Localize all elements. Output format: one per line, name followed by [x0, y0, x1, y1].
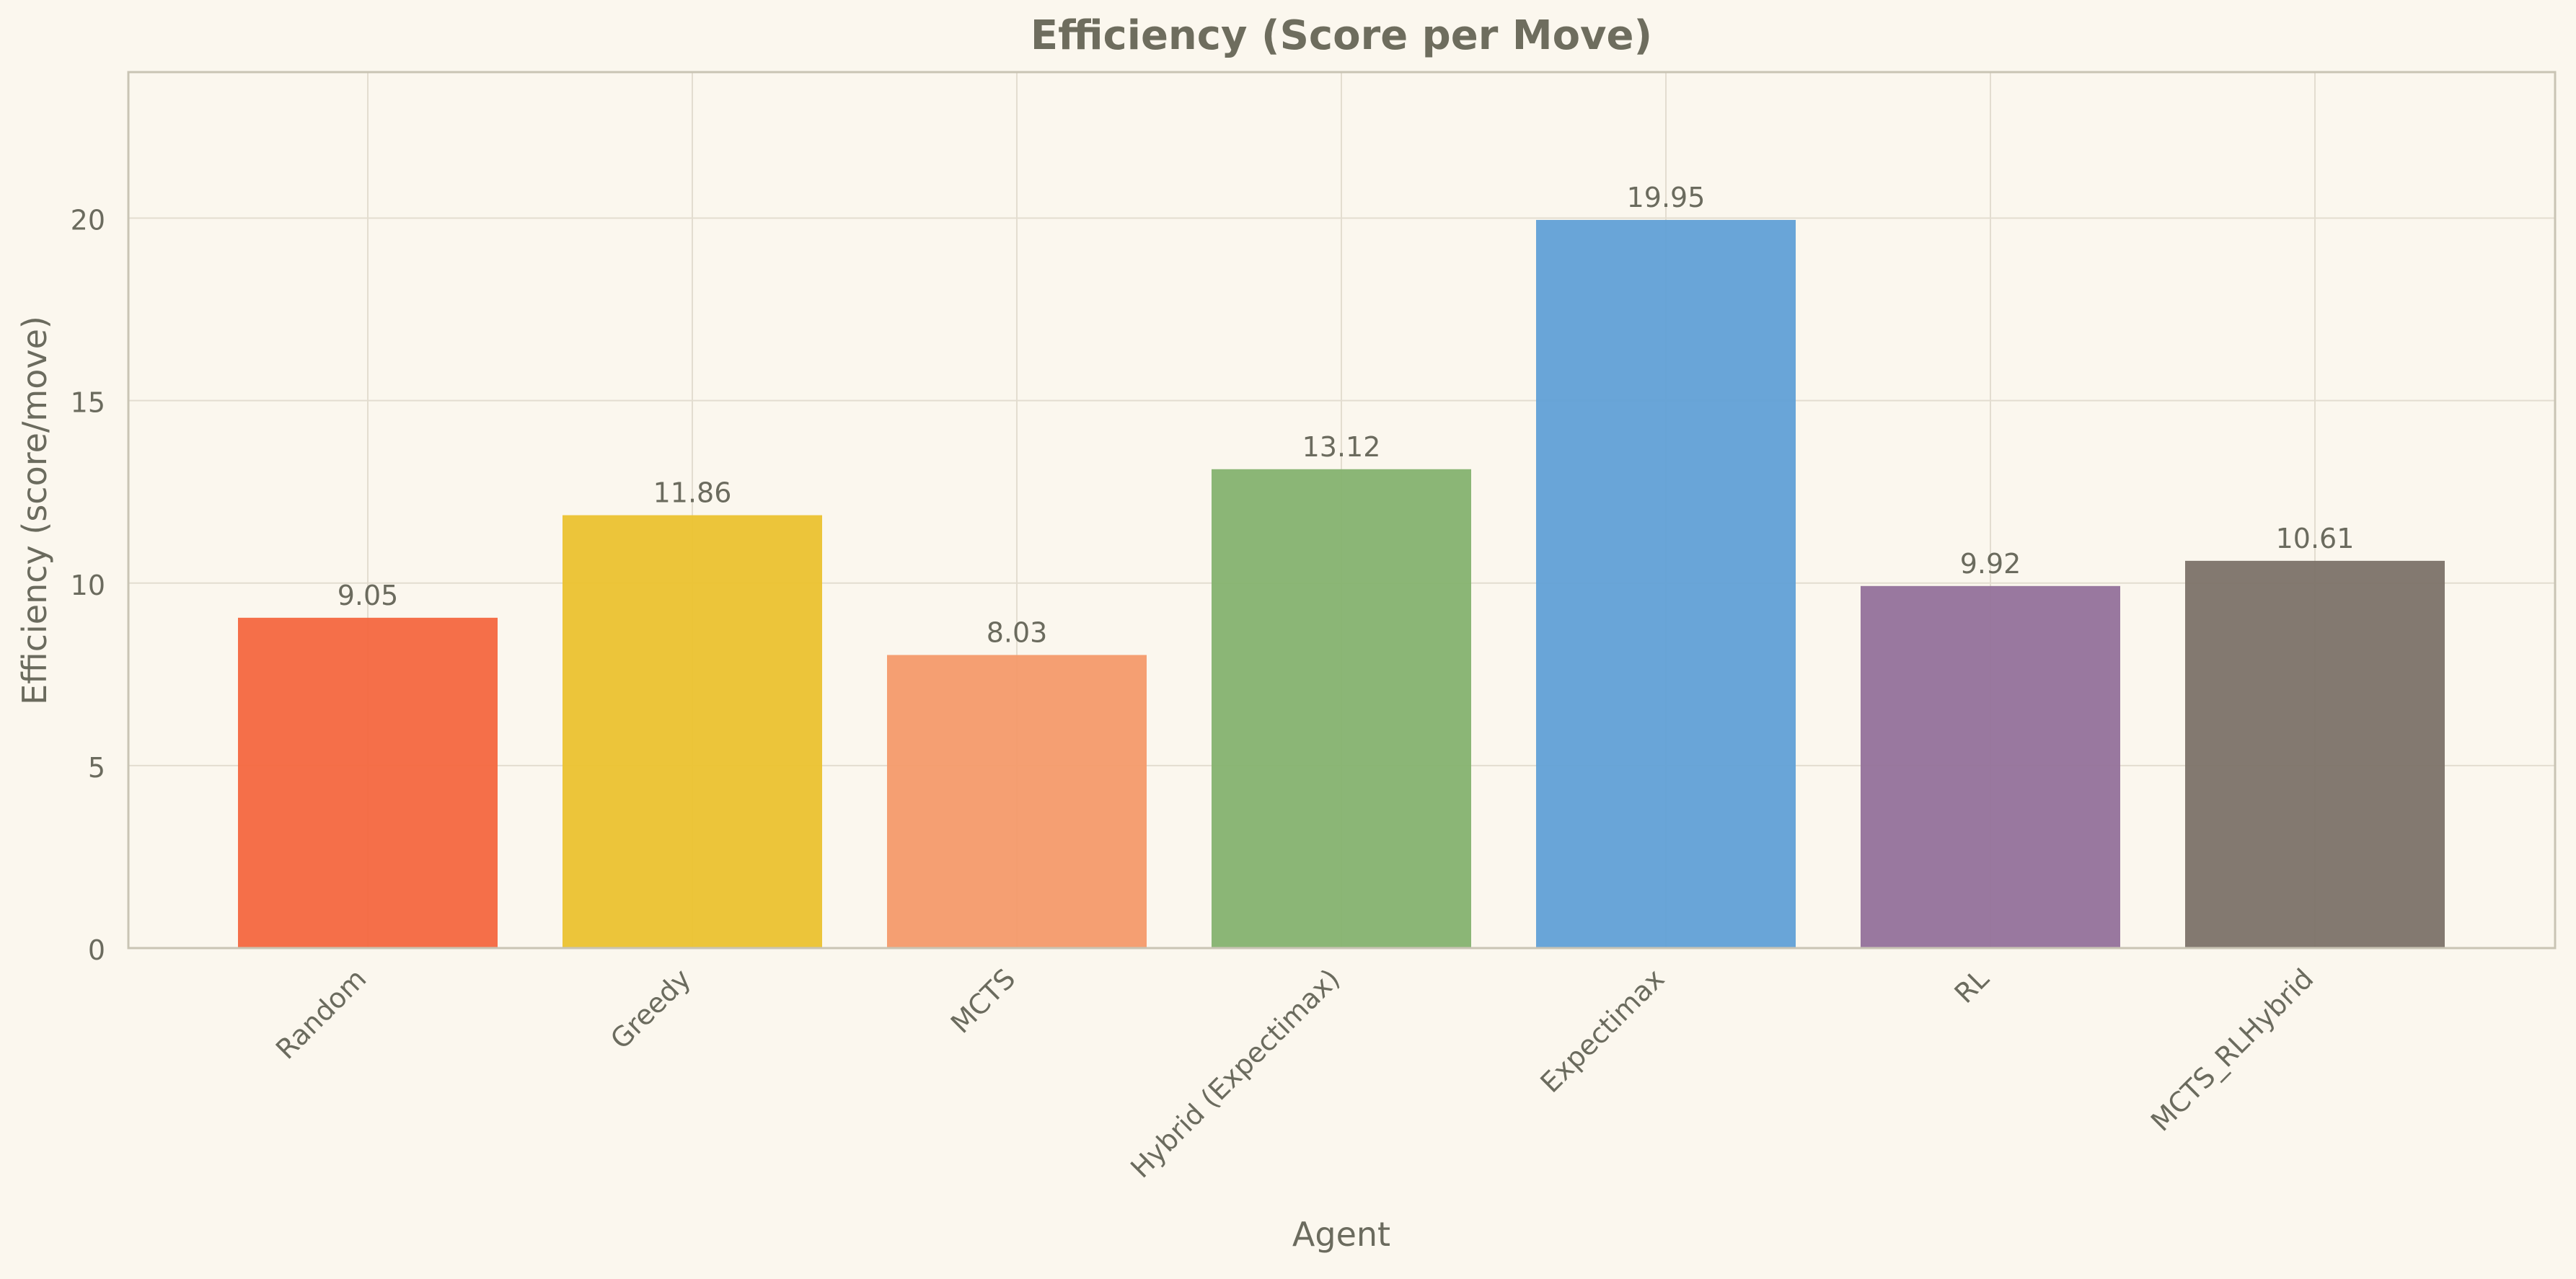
bar-hybrid-expectimax: [1212, 469, 1471, 948]
x-axis-label: Agent: [1292, 1215, 1390, 1254]
bar-value-label: 8.03: [987, 616, 1048, 648]
bar-random: [238, 617, 498, 948]
axes-frame: [127, 71, 2557, 950]
bar-rl: [1861, 585, 2120, 948]
bar-value-label: 10.61: [2276, 523, 2355, 554]
y-tick-label: 10: [71, 570, 105, 601]
y-axis-label: Efficiency (score/move): [15, 316, 54, 705]
bar-value-label: 9.92: [1960, 548, 2021, 580]
bar-greedy: [563, 515, 822, 948]
bar-mcts-rlhybrid: [2185, 560, 2445, 948]
y-tick-label: 20: [71, 205, 105, 236]
bar-mcts: [887, 655, 1147, 948]
bar-value-label: 11.86: [653, 477, 732, 509]
bar-layer: [238, 220, 2445, 948]
plot-frame: [127, 71, 2557, 950]
bar-value-label: 19.95: [1627, 182, 1706, 213]
y-tick-label: 5: [88, 752, 105, 784]
y-tick-label: 15: [71, 387, 105, 419]
chart-title: Efficiency (Score per Move): [1031, 12, 1652, 59]
bar-value-label: 13.12: [1302, 431, 1381, 463]
bar-value-label: 9.05: [338, 580, 399, 611]
y-tick-label: 0: [88, 934, 105, 966]
bar-expectimax: [1536, 220, 1796, 948]
